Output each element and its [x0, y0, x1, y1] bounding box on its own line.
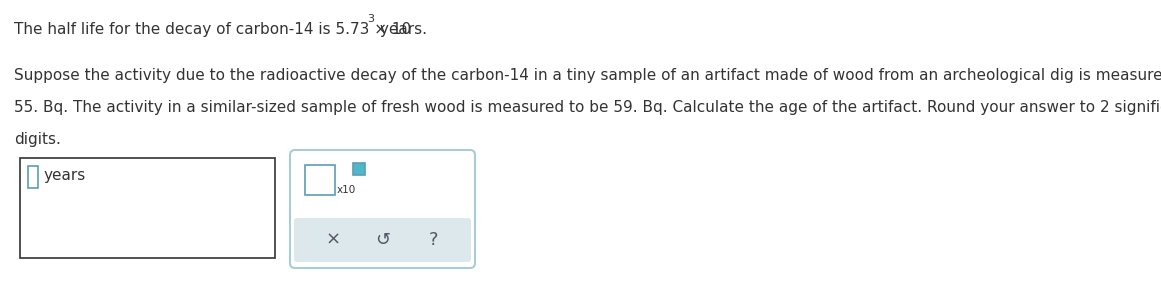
Text: years: years [44, 168, 86, 183]
Text: ×: × [325, 231, 340, 249]
Bar [28, 166, 38, 188]
Bar [305, 165, 336, 195]
Text: ↺: ↺ [375, 231, 390, 249]
Bar [353, 163, 365, 175]
Text: 55. Bq. The activity in a similar-sized sample of fresh wood is measured to be 5: 55. Bq. The activity in a similar-sized … [14, 100, 1161, 115]
FancyBboxPatch shape [294, 218, 471, 262]
Text: years.: years. [375, 22, 427, 37]
Text: The half life for the decay of carbon-14 is 5.73 × 10: The half life for the decay of carbon-14… [14, 22, 411, 37]
Text: Suppose the activity due to the radioactive decay of the carbon-14 in a tiny sam: Suppose the activity due to the radioact… [14, 68, 1161, 83]
Text: digits.: digits. [14, 132, 60, 147]
Text: x10: x10 [337, 185, 356, 195]
Text: 3: 3 [367, 14, 374, 24]
Text: ?: ? [428, 231, 438, 249]
FancyBboxPatch shape [290, 150, 475, 268]
Bar [20, 158, 275, 258]
